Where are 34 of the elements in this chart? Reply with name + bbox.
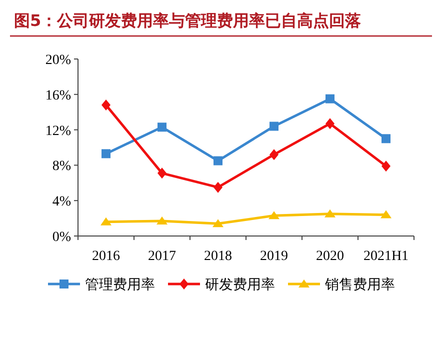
point xyxy=(324,209,336,218)
legend-label: 销售费用率 xyxy=(324,277,395,293)
point xyxy=(214,156,222,166)
point xyxy=(382,134,390,144)
point xyxy=(156,216,168,224)
point xyxy=(212,219,224,228)
point xyxy=(326,118,334,130)
point xyxy=(102,100,110,111)
y-tick-label: 12% xyxy=(45,124,72,139)
point xyxy=(102,149,110,158)
point xyxy=(214,182,222,193)
y-tick-label: 16% xyxy=(45,88,72,104)
x-tick-label: 2016 xyxy=(92,249,120,264)
y-tick-label: 0% xyxy=(52,230,72,245)
chart-title: 图5：公司研发费用率与管理费用率已自高点回落 xyxy=(14,11,362,30)
legend-label: 研发费用率 xyxy=(205,277,275,293)
point xyxy=(270,122,278,131)
legend-label: 管理费用率 xyxy=(85,277,155,293)
point xyxy=(270,149,278,160)
point xyxy=(382,160,390,172)
point xyxy=(268,211,280,220)
y-tick-label: 8% xyxy=(52,159,72,174)
point xyxy=(380,210,392,218)
x-tick-label: 2021H1 xyxy=(363,249,409,264)
x-tick-label: 2018 xyxy=(204,249,232,264)
x-tick-label: 2020 xyxy=(316,249,344,264)
point xyxy=(326,94,334,104)
point xyxy=(158,168,166,179)
point xyxy=(100,217,112,226)
y-tick-label: 4% xyxy=(52,194,72,210)
point xyxy=(158,122,166,132)
x-tick-label: 2019 xyxy=(260,249,288,264)
x-tick-label: 2017 xyxy=(148,249,176,264)
y-tick-label: 20% xyxy=(45,53,72,68)
